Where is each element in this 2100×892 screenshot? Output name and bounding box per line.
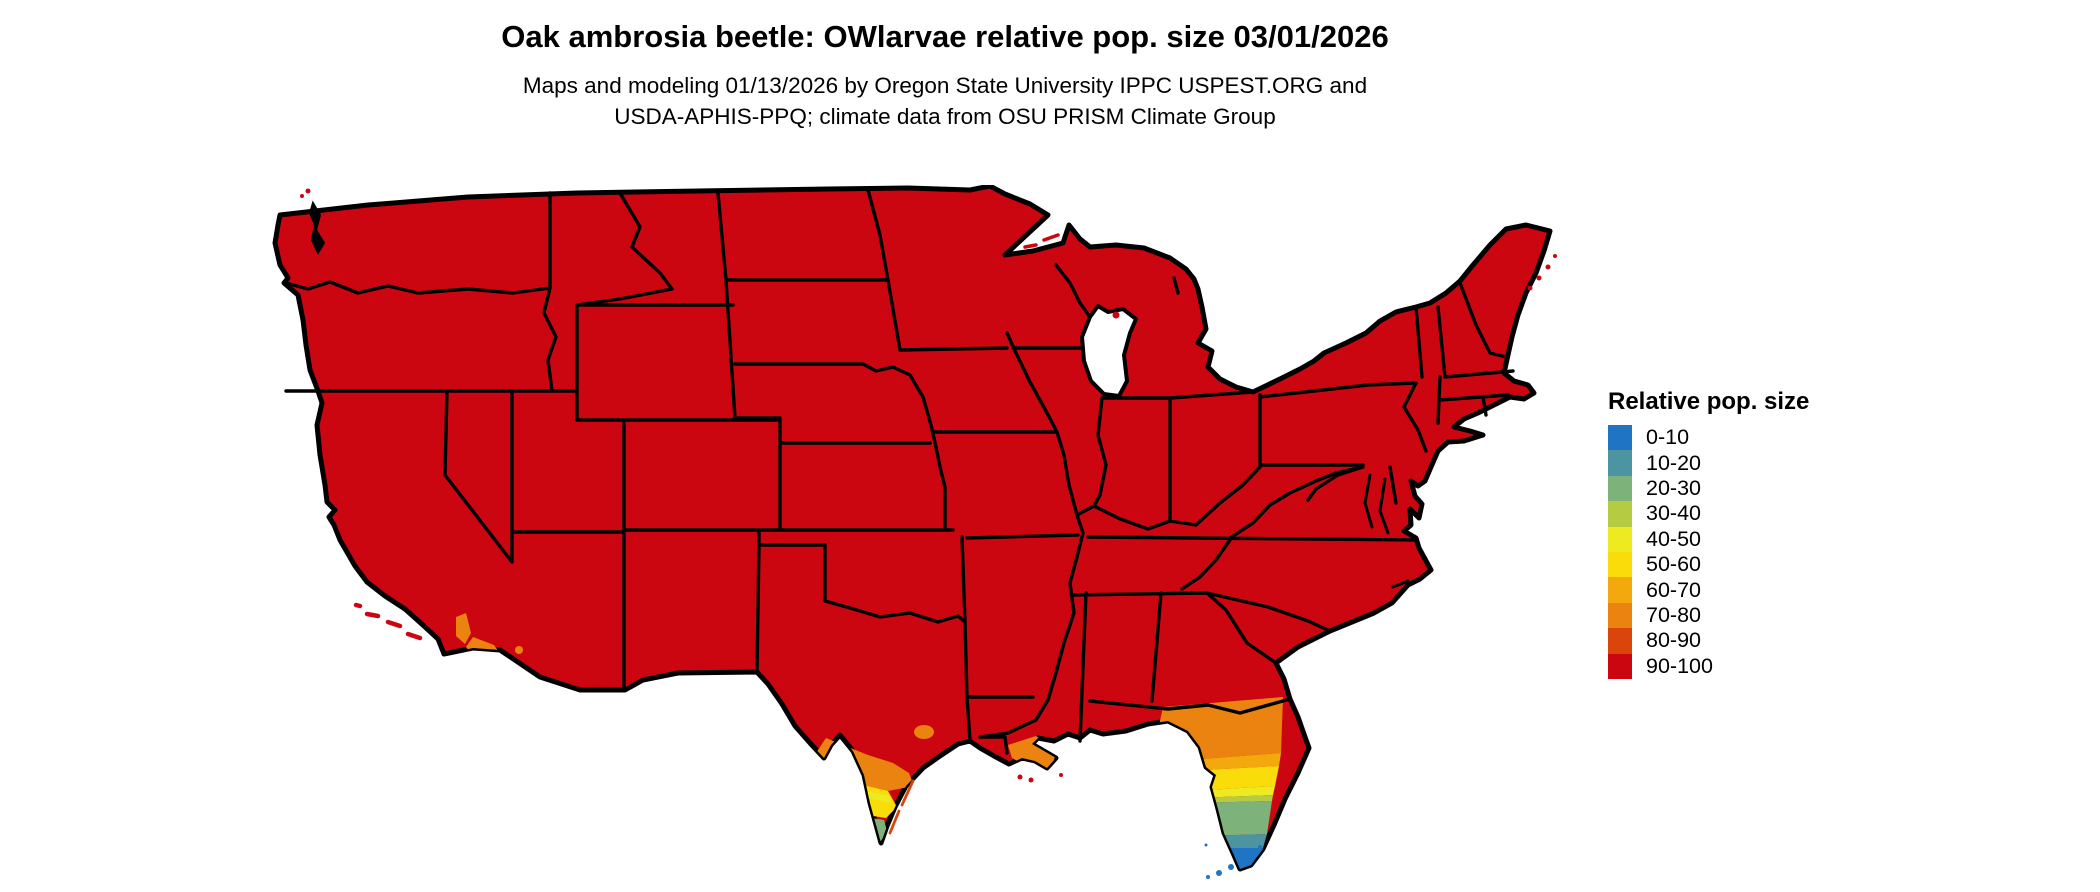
legend-rows: 0-10 10-20 20-30 30-40 40-50 50-60 60-70 <box>1608 425 1809 679</box>
legend-swatch-icon <box>1608 526 1632 552</box>
legend-row: 10-20 <box>1608 450 1809 476</box>
beaver-island <box>1112 311 1120 319</box>
legend-label: 40-50 <box>1646 526 1701 551</box>
san-juan-islands <box>300 188 311 198</box>
subtitle-line-1: Maps and modeling 01/13/2026 by Oregon S… <box>522 73 1368 99</box>
legend-row: 40-50 <box>1608 526 1809 552</box>
legend-swatch-icon <box>1608 450 1632 476</box>
us-map <box>268 185 1570 892</box>
legend-row: 0-10 <box>1608 425 1809 451</box>
legend-swatch-icon <box>1608 425 1632 451</box>
legend-row: 50-60 <box>1608 551 1809 578</box>
page-title: Oak ambrosia beetle: OWlarvae relative p… <box>501 19 1389 54</box>
island-specks <box>300 188 1557 879</box>
legend-label: 90-100 <box>1646 653 1713 678</box>
legend-label: 10-20 <box>1646 450 1701 475</box>
legend-row: 60-70 <box>1608 577 1809 603</box>
chesapeake-bay-lines <box>1363 473 1410 589</box>
legend-label: 60-70 <box>1646 577 1701 602</box>
legend-swatch-icon <box>1608 628 1632 654</box>
legend-label: 20-30 <box>1646 475 1701 500</box>
texas-houston-orange-spot <box>914 725 934 739</box>
arizona-border-orange-speck <box>515 646 523 654</box>
legend-row: 90-100 <box>1608 653 1809 679</box>
maine-coast-islands <box>1527 254 1557 291</box>
legend: Relative pop. size 0-10 10-20 20-30 30-4… <box>1608 388 1809 679</box>
legend-label: 50-60 <box>1646 552 1701 577</box>
legend-title: Relative pop. size <box>1608 388 1810 415</box>
us-map-svg <box>268 185 1557 879</box>
subtitle-line-2: USDA-APHIS-PPQ; climate data from OSU PR… <box>614 103 1276 129</box>
state-borders <box>284 188 1515 755</box>
legend-swatch-icon <box>1608 551 1632 578</box>
florida-band-10-20 <box>1206 834 1267 848</box>
lake-michigan <box>1080 304 1138 398</box>
title-block: Oak ambrosia beetle: OWlarvae relative p… <box>0 18 1890 132</box>
imperial-valley-orange <box>456 613 471 644</box>
legend-label: 0-10 <box>1646 425 1690 450</box>
legend-label: 80-90 <box>1646 628 1701 653</box>
lake-superior-islands <box>1023 233 1060 249</box>
legend-row: 30-40 <box>1608 501 1809 527</box>
page-subtitle: Maps and modeling 01/13/2026 by Oregon S… <box>0 71 1890 132</box>
gulf-coast-specks <box>1017 773 1063 783</box>
legend-swatch-icon <box>1608 602 1632 629</box>
legend-row: 80-90 <box>1608 628 1809 654</box>
legend-row: 20-30 <box>1608 475 1809 502</box>
channel-islands <box>353 602 423 641</box>
puget-sound <box>308 200 326 256</box>
legend-swatch-icon <box>1608 653 1632 679</box>
legend-swatch-icon <box>1608 577 1632 603</box>
texas-barrier-islands <box>888 779 915 835</box>
legend-label: 30-40 <box>1646 501 1701 526</box>
florida-band-20-30 <box>1195 801 1272 836</box>
legend-label: 70-80 <box>1646 602 1701 627</box>
florida-keys <box>1204 843 1262 879</box>
legend-row: 70-80 <box>1608 602 1809 629</box>
legend-swatch-icon <box>1608 475 1632 502</box>
florida-band-60-70 <box>1186 753 1281 771</box>
legend-swatch-icon <box>1608 501 1632 527</box>
